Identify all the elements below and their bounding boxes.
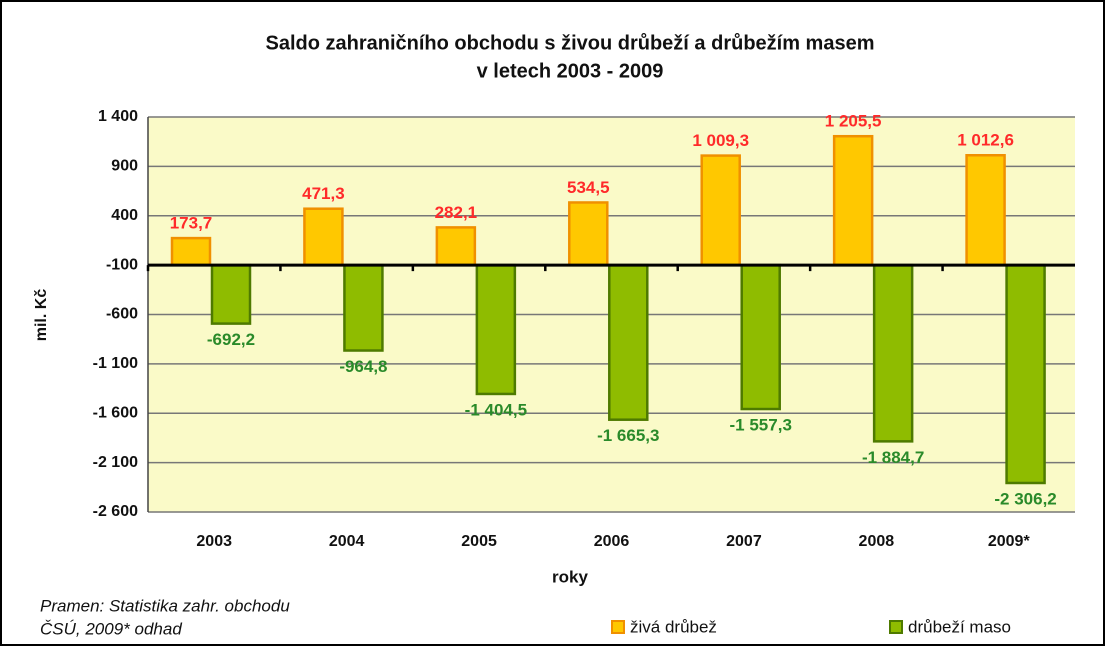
value-label: 173,7 <box>170 214 213 233</box>
x-tick-label: 2007 <box>726 533 762 550</box>
x-tick-label: 2009* <box>988 533 1031 550</box>
y-tick-label: -1 100 <box>93 355 138 372</box>
bar <box>170 236 212 267</box>
chart-title: Saldo zahraničního obchodu s živou drůbe… <box>266 32 875 54</box>
x-tick-label: 2006 <box>594 533 630 550</box>
legend-swatch <box>611 620 625 634</box>
bar <box>700 154 741 267</box>
y-tick-label: -100 <box>106 256 138 273</box>
value-label: -1 665,3 <box>597 426 659 445</box>
y-axis-label: mil. Kč <box>33 289 50 342</box>
value-label: 1 009,3 <box>692 131 749 150</box>
value-label: -2 306,2 <box>994 489 1056 508</box>
value-label: 471,3 <box>302 184 345 203</box>
bar <box>608 263 649 421</box>
bar <box>1005 263 1046 485</box>
legend-swatch <box>889 620 903 634</box>
value-label: 534,5 <box>567 178 610 197</box>
x-tick-label: 2003 <box>196 533 232 550</box>
value-label: 1 205,5 <box>825 112 882 131</box>
value-label: -1 884,7 <box>862 448 924 467</box>
y-tick-label: 900 <box>111 158 138 175</box>
bar <box>740 263 781 411</box>
x-tick-label: 2008 <box>859 533 895 550</box>
bar <box>832 134 874 267</box>
y-tick-label: -600 <box>106 306 138 323</box>
value-label: 282,1 <box>435 203 478 222</box>
legend-label: živá drůbež <box>630 617 717 636</box>
x-axis-label: roky <box>552 567 588 586</box>
value-label: -692,2 <box>207 330 255 349</box>
source: ČSÚ, 2009* odhad <box>40 619 182 638</box>
bar <box>435 226 477 267</box>
bar <box>475 263 517 396</box>
bar <box>210 263 252 325</box>
y-tick-label: -2 600 <box>93 503 138 520</box>
value-label: -964,8 <box>339 357 387 376</box>
x-tick-label: 2004 <box>329 533 365 550</box>
value-label: -1 557,3 <box>730 416 792 435</box>
x-tick-label: 2005 <box>461 533 497 550</box>
bar <box>872 263 914 443</box>
chart-title: v letech 2003 - 2009 <box>477 60 664 82</box>
y-tick-label: -2 100 <box>93 454 138 471</box>
y-tick-label: 400 <box>111 207 138 224</box>
legend-label: drůbeží maso <box>908 617 1011 636</box>
y-tick-label: -1 600 <box>93 404 138 421</box>
source: Pramen: Statistika zahr. obchodu <box>40 596 290 615</box>
bar <box>965 154 1006 267</box>
value-label: -1 404,5 <box>465 400 527 419</box>
y-tick-label: 1 400 <box>98 108 138 125</box>
bar <box>568 201 609 267</box>
bar <box>303 207 344 267</box>
value-label: 1 012,6 <box>957 131 1014 150</box>
bar <box>343 263 384 352</box>
